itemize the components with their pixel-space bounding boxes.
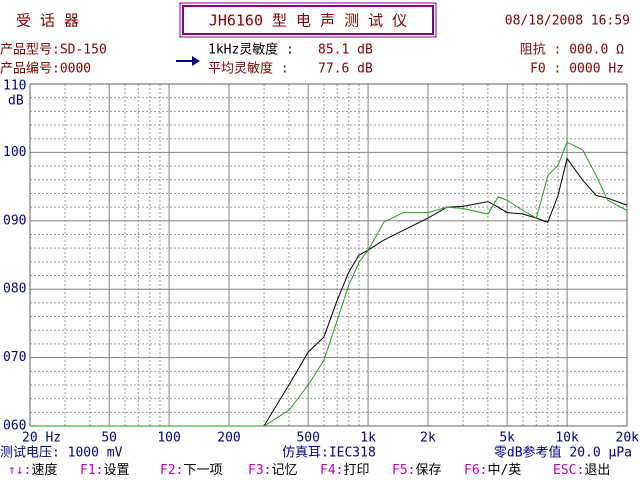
y-tick-label: 100 (3, 145, 26, 160)
x-tick-label: 10k (555, 431, 579, 446)
x-tick-label: 20 Hz (22, 431, 61, 446)
title: JH6160 型 电 声 测 试 仪 (209, 12, 407, 30)
key-label[interactable]: 速度 (31, 462, 57, 478)
x-tick-label: 2k (420, 431, 436, 446)
device: 受 话 器 (16, 12, 79, 30)
key-name[interactable]: ↑↓: (8, 463, 31, 478)
plot-frame (29, 83, 628, 427)
key-name[interactable]: F1: (80, 463, 103, 478)
function-key[interactable]: F4:打印 (320, 463, 370, 478)
key-label[interactable]: 中/英 (487, 463, 521, 478)
x-tick-label: 100 (157, 431, 180, 446)
y-tick-label: 090 (3, 213, 26, 228)
key-name[interactable]: F6: (464, 463, 487, 478)
title-box (179, 2, 437, 38)
model: 产品型号:SD-150 (0, 43, 107, 58)
y-tick-label: 070 (3, 350, 26, 365)
key-name[interactable]: F2: (160, 463, 183, 478)
key-label[interactable]: 退出 (584, 463, 610, 478)
key-name[interactable]: F4: (320, 463, 343, 478)
y-unit: dB (8, 94, 24, 109)
datetime: 08/18/2008 16:59 (505, 14, 630, 29)
key-label[interactable]: 下一项 (183, 463, 222, 478)
sens-1k-value: 85.1 dB (318, 43, 373, 58)
reference: 零dB参考值 20.0 μPa (494, 445, 632, 461)
function-keys: ↑↓:速度 F1:设置 F2:下一项 F3:记忆 F4:打印 F5:保存 F6:中/英 ESC… (8, 462, 610, 478)
function-key[interactable]: F6:中/英 (464, 463, 521, 478)
impedance: 阻抗 : 000.0 Ω (520, 43, 624, 58)
serial: 产品编号:0000 (0, 62, 91, 77)
x-tick-label: 500 (296, 431, 319, 446)
ear: 仿真耳:IEC318 (282, 446, 376, 461)
y-tick-label: 110 (3, 79, 26, 94)
key-name[interactable]: ESC: (553, 463, 584, 478)
x-tick-label: 5k (499, 431, 515, 446)
f0: F0 : 0000 Hz (530, 62, 624, 77)
avg-sens-value: 77.6 dB (318, 62, 373, 77)
key-name[interactable]: F5: (392, 463, 415, 478)
x-tick-label: 200 (217, 431, 240, 446)
y-tick-label: 060 (3, 419, 26, 434)
plot: 20 Hz 50 100 200 500 1k 2k 5k 10k 20k 110 100 090 080… (3, 79, 639, 446)
function-key[interactable]: F1:设置 (80, 463, 130, 478)
series-line (30, 141, 628, 427)
key-label[interactable]: 打印 (343, 463, 369, 478)
sens-1k-label: 1kHz灵敏度 : (208, 42, 294, 58)
arrow (176, 56, 200, 66)
series-line (30, 157, 628, 427)
key-label[interactable]: 保存 (415, 463, 441, 478)
x-tick-label: 20k (616, 431, 640, 446)
function-key[interactable]: ↑↓:速度 (8, 462, 58, 478)
title-box-inner (182, 5, 434, 35)
x-tick-label: 1k (360, 431, 376, 446)
function-key[interactable]: F3:记忆 (248, 462, 298, 478)
function-key[interactable]: F5:保存 (392, 463, 442, 478)
x-tick-label: 50 (101, 431, 117, 446)
key-label[interactable]: 记忆 (271, 462, 297, 478)
function-key[interactable]: ESC:退出 (553, 463, 610, 478)
key-label[interactable]: 设置 (103, 463, 129, 478)
function-key[interactable]: F2:下一项 (160, 463, 223, 478)
voltage: 测试电压: 1000 mV (0, 446, 123, 461)
avg-sens-label: 平均灵敏度 : (208, 61, 289, 77)
key-name[interactable]: F3: (248, 463, 271, 478)
y-tick-label: 080 (3, 282, 26, 297)
